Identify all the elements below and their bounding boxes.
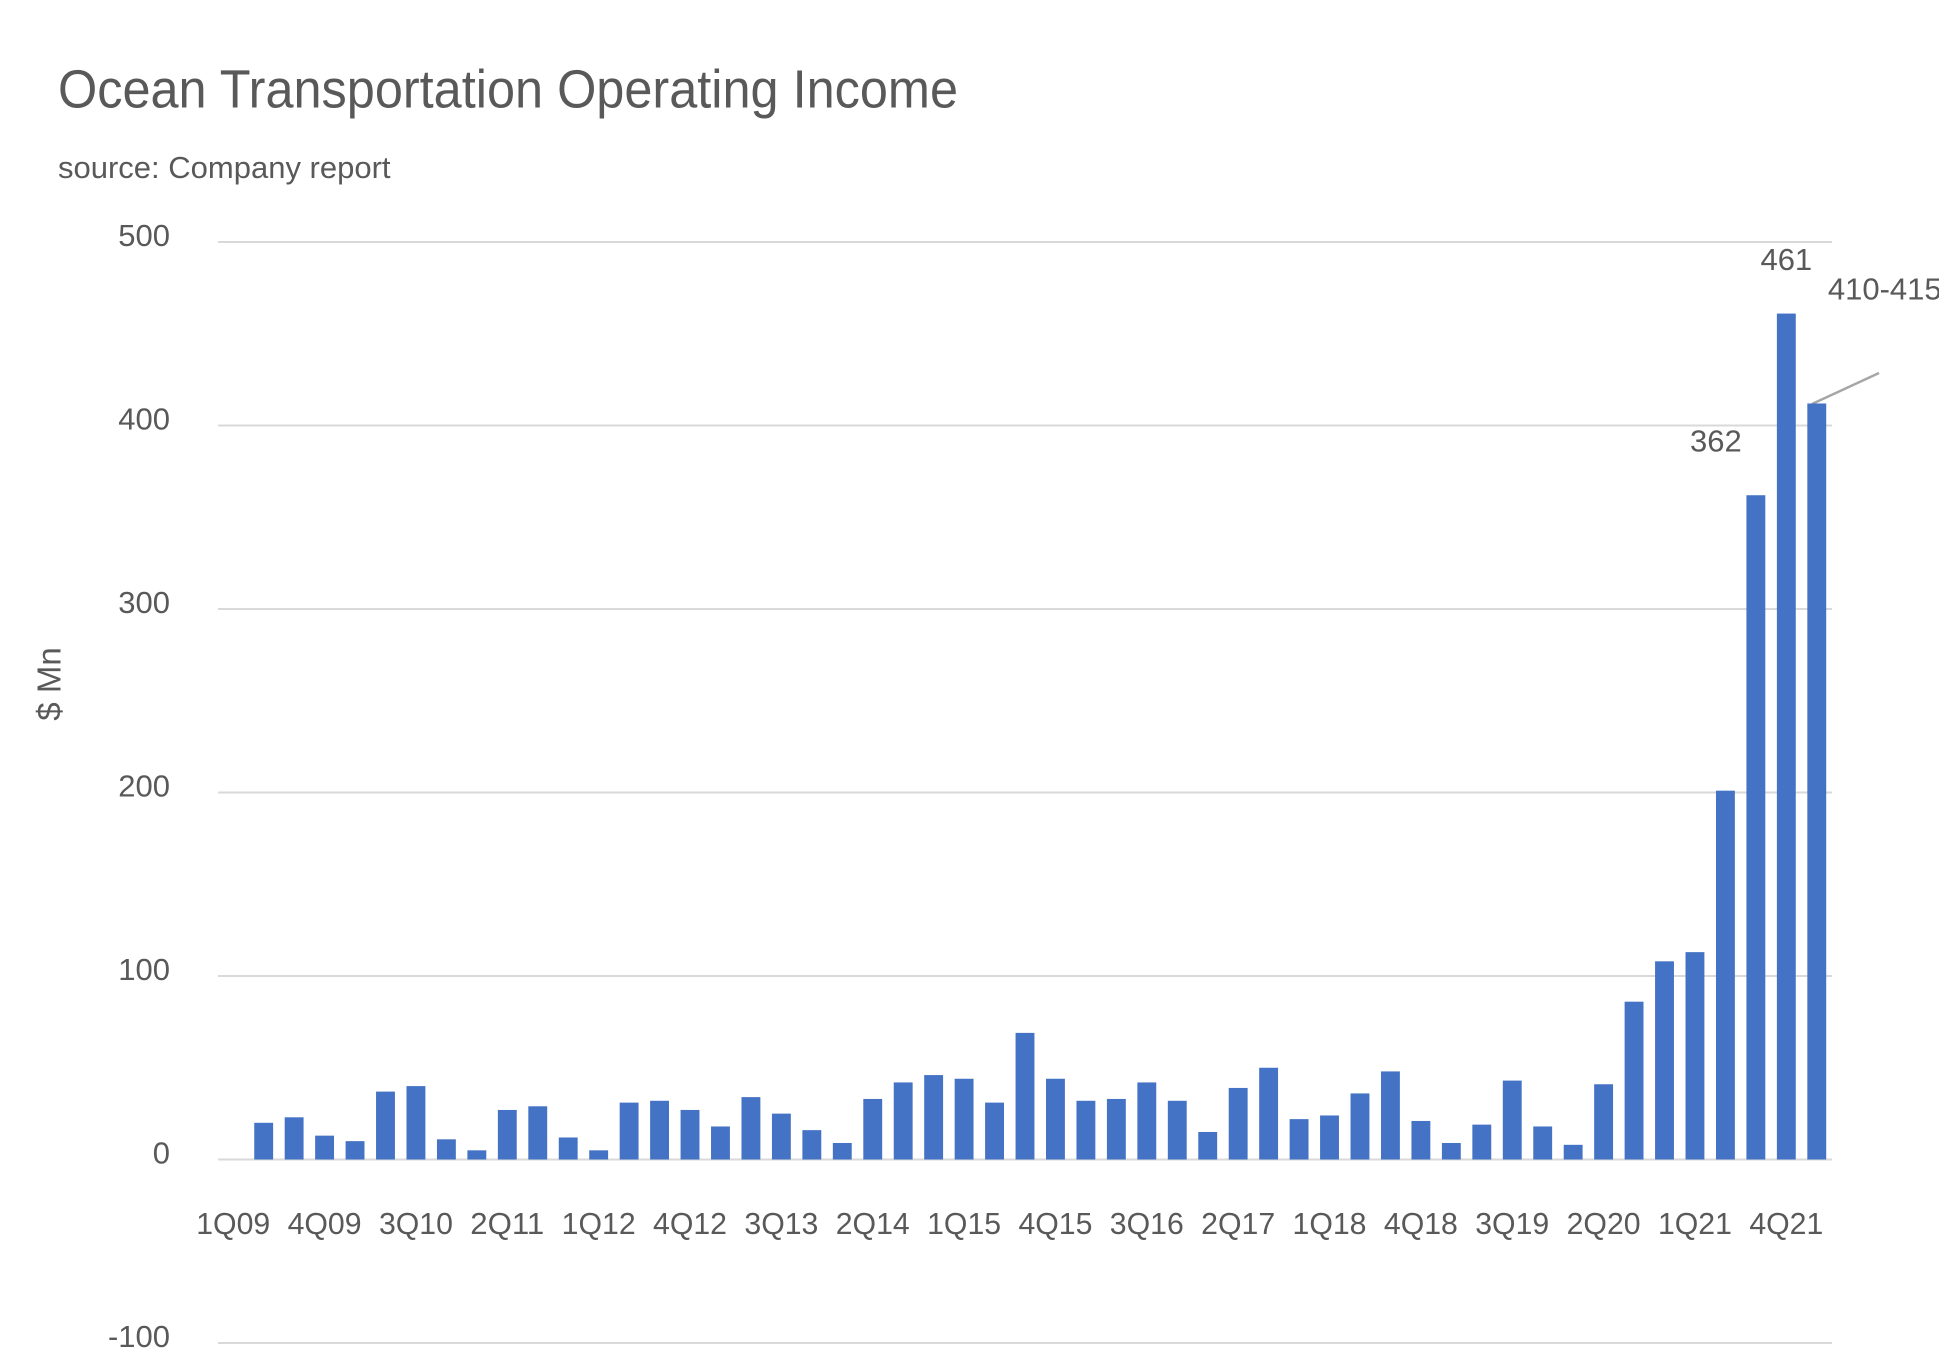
bar [1655,961,1674,1160]
bar [650,1100,670,1160]
bar [1198,1131,1218,1160]
bar [1015,1032,1035,1160]
bar [436,1139,456,1160]
bar [1502,1080,1522,1160]
bar [985,1102,1004,1160]
bar [924,1075,944,1160]
bar [1746,495,1766,1160]
bar [1715,790,1735,1160]
bar [284,1117,304,1160]
bar [1776,313,1796,1160]
bar [619,1102,639,1160]
leader-line [1811,371,1880,406]
bar [1411,1120,1431,1160]
x-tick-label: 2Q17 [1201,1206,1275,1241]
bar [345,1141,365,1160]
data-label: 461 [1760,242,1812,277]
data-label: 362 [1690,423,1742,458]
x-tick-label: 4Q15 [1018,1206,1092,1241]
chart-title: Ocean Transportation Operating Income [58,59,958,119]
x-tick-label: 1Q12 [562,1206,636,1241]
y-tick-label: 500 [118,218,170,253]
x-tick-label: 4Q09 [288,1206,362,1241]
x-tick-label: 1Q21 [1658,1206,1732,1241]
chart-subtitle: source: Company report [58,150,391,185]
bar [1320,1115,1339,1160]
bar [1259,1067,1279,1160]
bar [467,1150,487,1160]
bar [1624,1001,1644,1160]
y-tick-label: 0 [153,1136,170,1171]
bar [1228,1087,1248,1160]
x-tick-label: 4Q18 [1384,1206,1458,1241]
bar [1106,1098,1126,1160]
bar [1289,1119,1309,1160]
bar [802,1130,822,1160]
x-tick-label: 1Q09 [196,1206,270,1241]
y-tick-label: 300 [118,585,170,620]
bar [254,1122,274,1160]
bar [1076,1100,1096,1160]
bar [589,1150,609,1160]
y-tick-label: 200 [118,769,170,804]
x-tick-label: 2Q11 [470,1206,544,1241]
bar [893,1082,913,1160]
x-tick-label: 2Q20 [1567,1206,1641,1241]
bar [1441,1142,1461,1160]
bar [741,1097,761,1160]
x-tick-label: 3Q16 [1110,1206,1184,1241]
bar [832,1142,852,1160]
bar [1563,1144,1583,1160]
x-tick-label: 4Q21 [1749,1206,1823,1241]
bar [1046,1078,1065,1160]
y-axis-label: $ Mn [31,647,68,720]
bar [1167,1100,1187,1160]
x-tick-label: 1Q18 [1293,1206,1367,1241]
bar [1594,1084,1614,1160]
x-tick-label: 3Q19 [1475,1206,1549,1241]
bar [1350,1093,1370,1160]
bar [771,1113,791,1160]
bar [376,1091,395,1160]
bar [315,1135,335,1160]
data-label: 410-415 [1828,272,1939,307]
bar [1472,1124,1492,1160]
x-tick-label: 3Q13 [744,1206,818,1241]
bar [528,1106,548,1160]
x-tick-label: 2Q14 [836,1206,910,1241]
x-tick-label: 4Q12 [653,1206,727,1241]
bar [497,1109,517,1160]
y-tick-label: 400 [118,402,170,437]
x-tick-label: 1Q15 [927,1206,1001,1241]
bar [406,1086,426,1160]
bar [1380,1071,1400,1160]
bar [680,1109,700,1160]
y-tick-label: 100 [118,952,170,987]
bar [1137,1082,1157,1160]
bar [711,1126,730,1160]
bar [558,1137,578,1160]
bar [1685,952,1705,1160]
y-tick-label: -100 [108,1319,170,1354]
x-tick-label: 3Q10 [379,1206,453,1241]
bar [863,1098,883,1160]
bar [1807,403,1827,1160]
bar [954,1078,974,1160]
bar [1533,1126,1553,1160]
